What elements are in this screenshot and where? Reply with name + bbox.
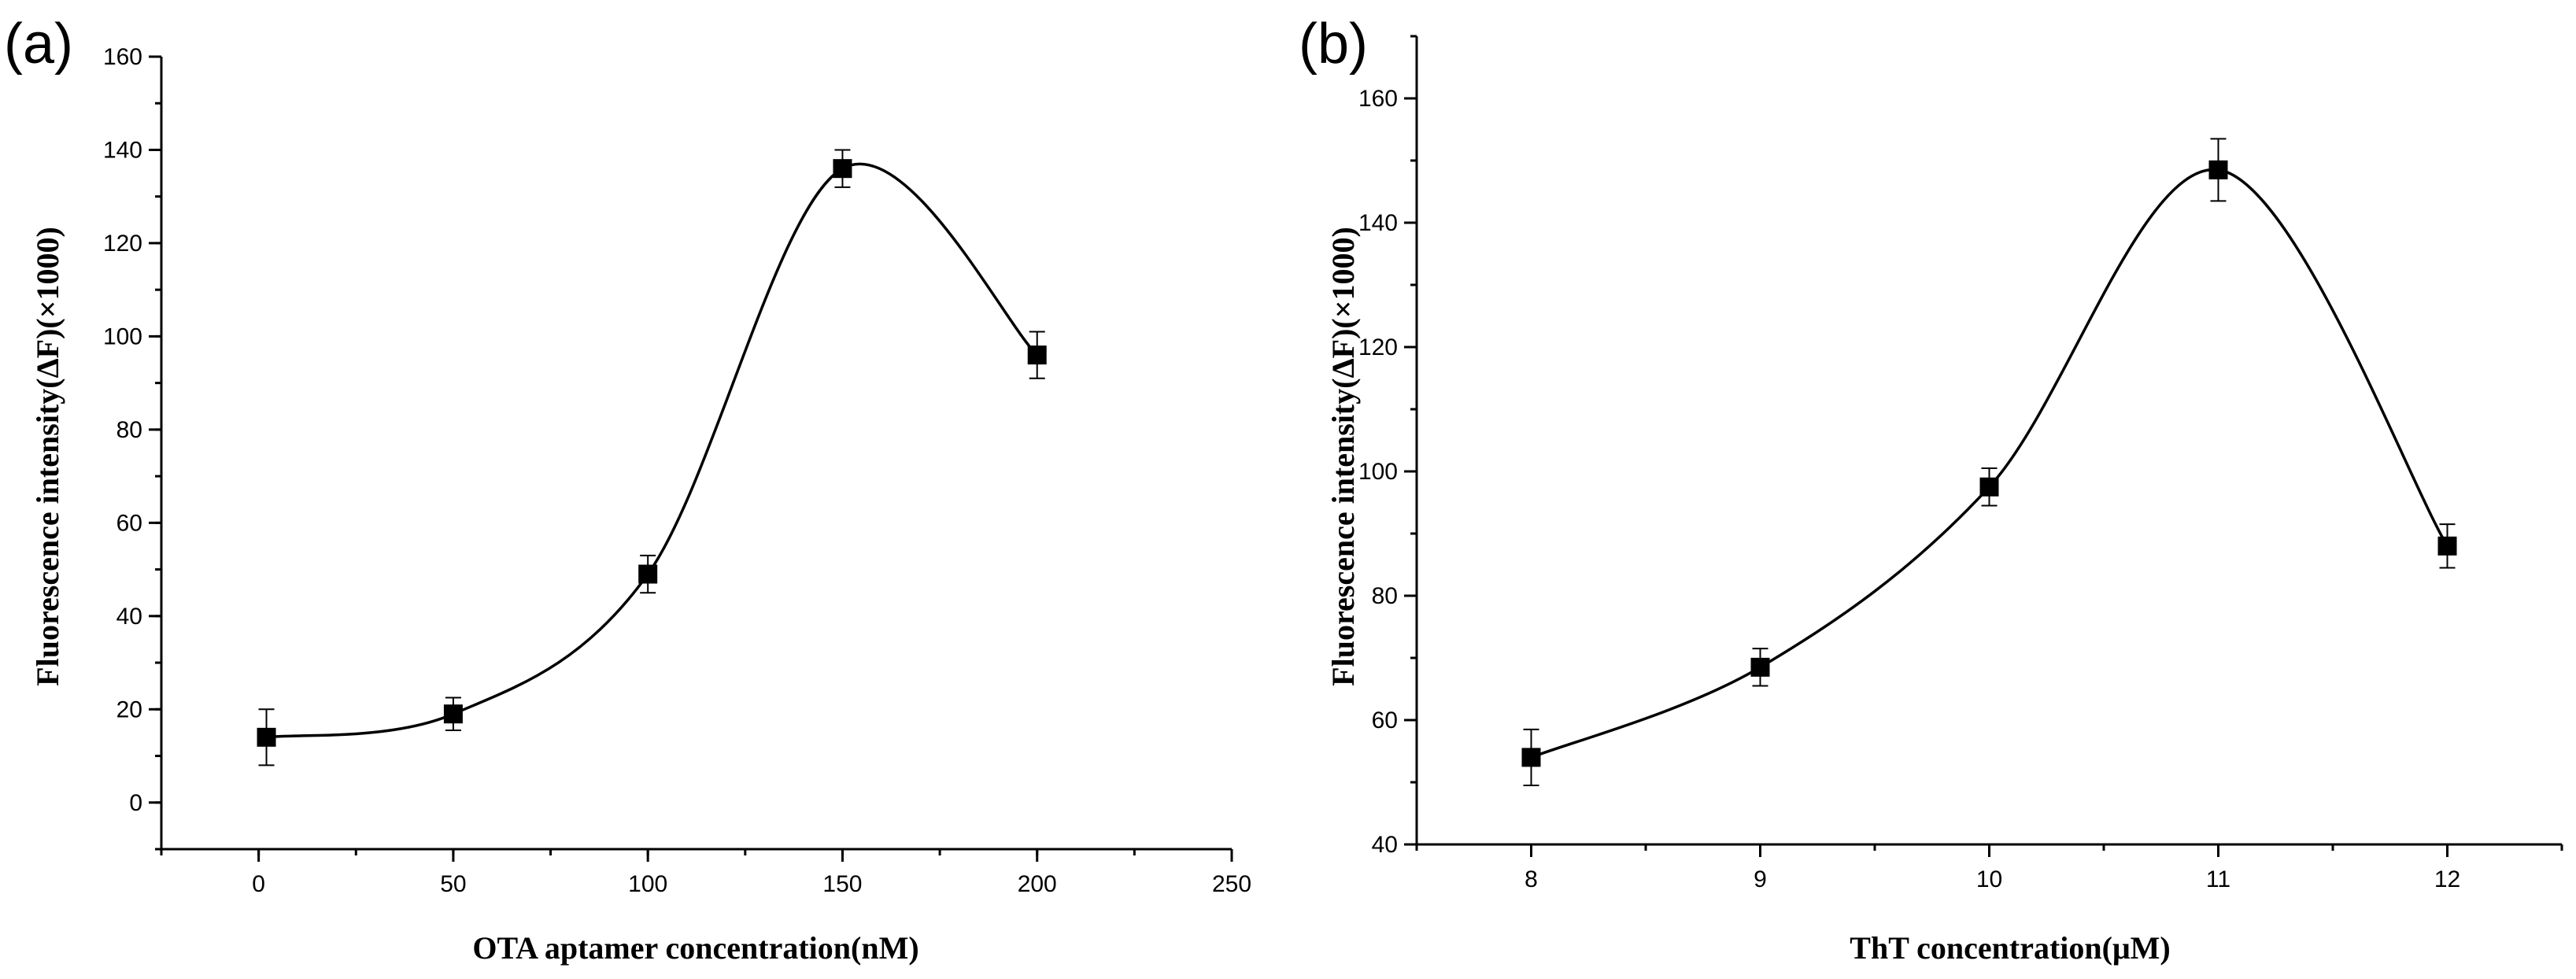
chart-panel-b: (b) 8 9 10 11 12 40 60 80 100 120 140 160 ThT conce… bbox=[1299, 13, 2563, 966]
data-points-a bbox=[257, 149, 1047, 767]
axis-ticks-b bbox=[1404, 35, 2563, 857]
panel-label-b: (b) bbox=[1299, 13, 1368, 76]
y-axis-title-b: Fluorescence intensity(ΔF)(×1000) bbox=[1325, 227, 1361, 686]
data-point bbox=[2208, 160, 2228, 179]
axes-b bbox=[1415, 36, 2562, 846]
data-point bbox=[443, 704, 463, 724]
x-tick-label: 12 bbox=[2434, 866, 2460, 892]
x-axis-title-a: OTA aptamer concentration(nM) bbox=[472, 930, 918, 966]
x-axis-title-b: ThT concentration(μM) bbox=[1850, 930, 2170, 966]
y-tick-label: 20 bbox=[116, 696, 142, 722]
axis-ticks-a bbox=[149, 55, 1233, 862]
y-tick-label: 40 bbox=[1372, 832, 1398, 858]
data-point bbox=[1521, 748, 1541, 767]
y-axis-title-a: Fluorescence intensity(ΔF)(×1000) bbox=[30, 227, 65, 686]
y-tick-label: 160 bbox=[103, 44, 142, 70]
data-point bbox=[833, 159, 852, 179]
data-point bbox=[1979, 477, 1999, 497]
tick-labels-b: 8 9 10 11 12 40 60 80 100 120 140 160 bbox=[1358, 86, 2460, 892]
y-tick-label: 120 bbox=[1358, 334, 1398, 360]
x-tick-label: 8 bbox=[1525, 866, 1538, 892]
y-tick-label: 120 bbox=[103, 231, 142, 257]
data-point bbox=[1027, 345, 1047, 365]
x-tick-label: 150 bbox=[822, 871, 862, 897]
data-point bbox=[257, 727, 276, 747]
y-tick-label: 0 bbox=[129, 790, 142, 816]
data-point bbox=[1750, 657, 1770, 677]
tick-labels-a: 0 50 100 150 200 250 0 20 40 60 80 100 120 140 160 bbox=[103, 44, 1251, 897]
axes-a bbox=[160, 57, 1232, 851]
y-tick-label: 140 bbox=[103, 137, 142, 163]
data-point bbox=[2437, 536, 2457, 556]
x-tick-label: 0 bbox=[252, 871, 265, 897]
x-tick-label: 100 bbox=[628, 871, 667, 897]
data-point bbox=[638, 564, 658, 584]
y-tick-label: 160 bbox=[1358, 86, 1398, 112]
y-tick-label: 80 bbox=[1372, 583, 1398, 609]
y-tick-label: 100 bbox=[103, 323, 142, 349]
fit-curve-line bbox=[1530, 168, 2448, 759]
panel-label-a: (a) bbox=[4, 13, 73, 76]
y-tick-label: 80 bbox=[116, 417, 142, 443]
chart-panel-a: (a) 0 50 100 150 200 250 0 20 40 60 80 100 120 140 160… bbox=[4, 13, 1251, 966]
y-tick-label: 140 bbox=[1358, 210, 1398, 236]
x-tick-label: 250 bbox=[1212, 871, 1251, 897]
fit-curve-b bbox=[1530, 168, 2448, 759]
x-tick-label: 11 bbox=[2206, 866, 2230, 892]
x-tick-label: 9 bbox=[1754, 866, 1767, 892]
fit-curve-a bbox=[266, 162, 1038, 739]
y-tick-label: 40 bbox=[116, 604, 142, 630]
x-tick-label: 10 bbox=[1976, 866, 2002, 892]
y-tick-label: 60 bbox=[1372, 707, 1398, 733]
y-tick-label: 100 bbox=[1358, 459, 1398, 485]
data-points-b bbox=[1521, 138, 2457, 786]
x-tick-label: 200 bbox=[1018, 871, 1057, 897]
y-tick-label: 60 bbox=[116, 510, 142, 536]
x-tick-label: 50 bbox=[440, 871, 466, 897]
fit-curve-line bbox=[266, 162, 1038, 739]
